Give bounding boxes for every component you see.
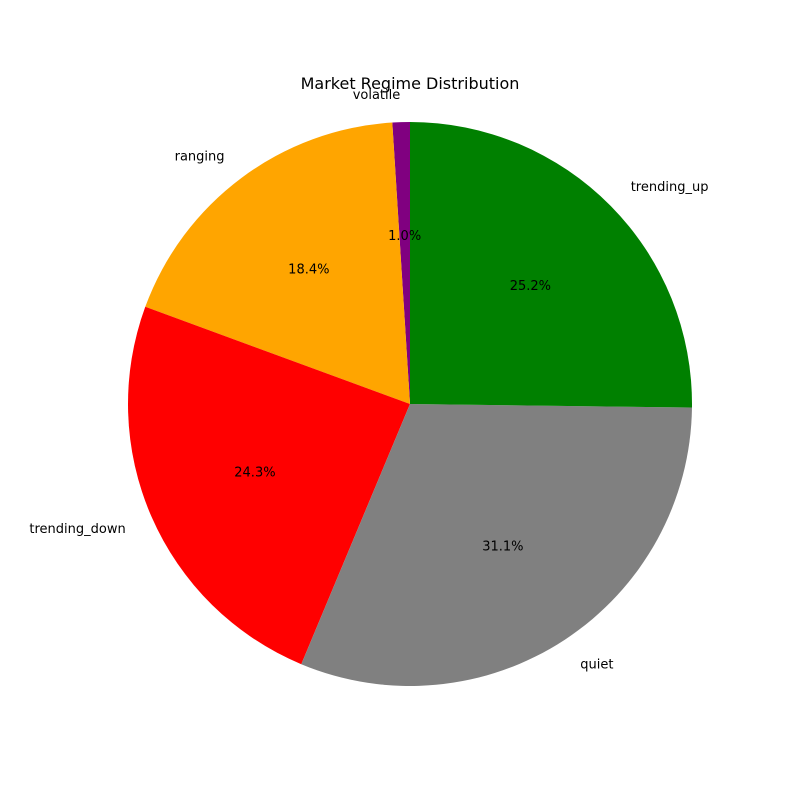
slice-pct-volatile: 1.0% (388, 229, 421, 244)
slice-pct-ranging: 18.4% (288, 262, 329, 277)
pie-slice-trending-down (128, 306, 411, 665)
slice-label-trending-down: trending_down (29, 522, 125, 537)
pie-slice-quiet (301, 404, 692, 686)
slice-label-ranging: ranging (175, 149, 225, 164)
pie-slice-trending-up (410, 122, 692, 408)
slice-pct-trending-down: 24.3% (234, 466, 275, 481)
slice-pct-trending-up: 25.2% (510, 279, 551, 294)
slice-label-trending-up: trending_up (631, 180, 709, 195)
slice-label-volatile: volatile (353, 88, 401, 103)
pie-slice-volatile (392, 122, 410, 404)
pie-slices (128, 122, 692, 686)
chart-title: Market Regime Distribution (301, 74, 520, 93)
pie-slice-ranging (145, 122, 411, 405)
slice-label-quiet: quiet (580, 657, 613, 672)
pie-labels: volatile 1.0% ranging 18.4% trending_down 24.… (29, 88, 708, 672)
slice-pct-quiet: 31.1% (482, 539, 523, 554)
